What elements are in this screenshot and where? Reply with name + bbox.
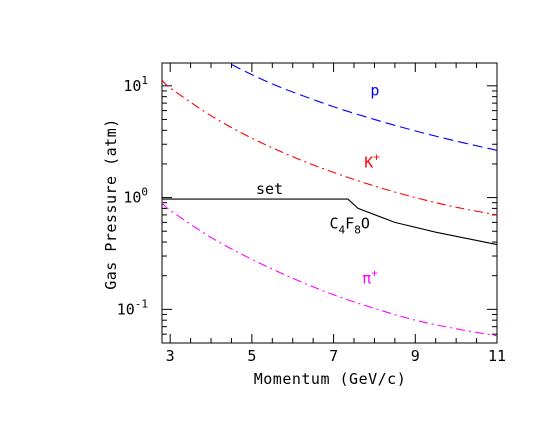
x-tick-label: 5 (247, 347, 256, 365)
series-label-0-main: p (370, 81, 379, 99)
y-tick-label: 10-1 (117, 297, 148, 318)
series-label-1-main: K (364, 154, 373, 172)
y-tick-label-base: 10 (117, 300, 135, 318)
annotation-0-main3: O (361, 214, 370, 232)
y-tick-label-base: 10 (123, 77, 141, 95)
y-tick-label: 100 (123, 186, 148, 207)
x-tick-label: 11 (488, 347, 506, 365)
annotation-0-main: C (330, 214, 339, 232)
annotation-0: C4F8O (330, 214, 370, 236)
series-label-2: π+ (362, 267, 378, 288)
annotation-0-main2: F (345, 214, 354, 232)
series-label-0: p (370, 81, 379, 99)
series-label-2-sup: + (371, 267, 378, 280)
x-tick-label: 7 (329, 347, 338, 365)
series-label-1-sup: + (373, 151, 380, 164)
annotation-0-sub2: 8 (354, 223, 361, 236)
y-tick-label: 101 (123, 74, 148, 95)
x-axis-title: Momentum (GeV/c) (254, 370, 407, 388)
series-label-1: K+ (364, 151, 380, 172)
annotation-0-sub: 4 (339, 223, 346, 236)
y-tick-label-exponent: 0 (141, 186, 148, 199)
y-tick-label-exponent: 1 (141, 74, 148, 87)
x-tick-label: 9 (411, 347, 420, 365)
series-layer (161, 64, 498, 337)
series-label-3: set (256, 180, 283, 198)
series-label-2-main: π (362, 270, 371, 288)
series-label-3-main: set (256, 180, 283, 198)
y-tick-label-base: 10 (123, 189, 141, 207)
series-line-2 (161, 202, 498, 337)
x-tick-label: 3 (166, 347, 175, 365)
y-tick-label-exponent: -1 (135, 297, 148, 310)
series-line-1 (161, 79, 498, 216)
series-line-0 (231, 64, 498, 151)
series-line-3 (162, 198, 498, 246)
axis-ticks (162, 63, 498, 344)
y-axis-title: Gas Pressure (atm) (102, 118, 120, 290)
